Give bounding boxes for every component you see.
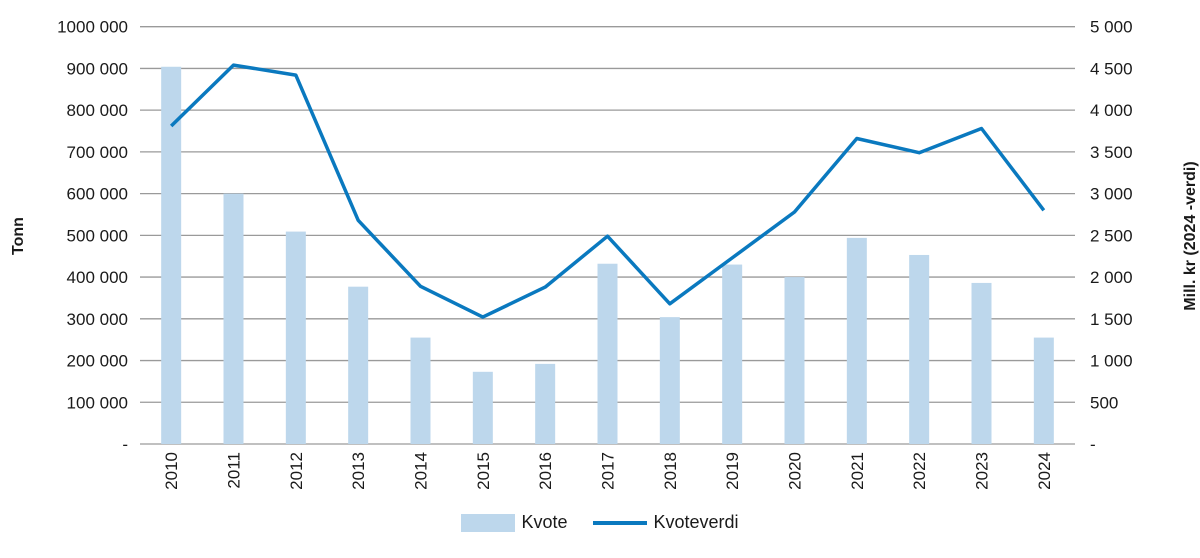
bar xyxy=(846,237,867,444)
right-tick-label: 4 500 xyxy=(1090,59,1133,78)
legend-bar-swatch xyxy=(461,513,516,532)
left-tick-label: 500 000 xyxy=(67,226,128,245)
legend-item-kvoteverdi: Kvoteverdi xyxy=(593,512,739,533)
x-tick-label: 2018 xyxy=(661,452,680,490)
bar xyxy=(535,363,556,444)
legend-label-kvote: Kvote xyxy=(521,512,568,532)
left-y-axis: - 100 000 200 000 300 000 400 000 500 000 600 … xyxy=(57,18,128,454)
left-tick-label: 100 000 xyxy=(67,393,128,412)
bar xyxy=(659,317,680,444)
x-tick-label: 2021 xyxy=(848,452,867,490)
x-tick-label: 2019 xyxy=(723,452,742,490)
x-tick-label: 2017 xyxy=(599,452,618,490)
bar xyxy=(472,371,493,444)
bar xyxy=(784,277,805,444)
legend-line-swatch xyxy=(593,520,648,525)
right-tick-label: 2 000 xyxy=(1090,268,1133,287)
right-tick-label: 5 000 xyxy=(1090,18,1133,37)
left-tick-label: 200 000 xyxy=(67,352,128,371)
right-tick-label: 3 500 xyxy=(1090,143,1133,162)
left-tick-label: 600 000 xyxy=(67,185,128,204)
bar xyxy=(410,337,431,444)
bar xyxy=(1033,337,1054,444)
bar xyxy=(223,193,244,444)
bar xyxy=(722,264,743,444)
right-tick-label: 1 500 xyxy=(1090,310,1133,329)
bar xyxy=(348,286,369,444)
x-tick-label: 2012 xyxy=(287,452,306,490)
right-y-axis: - 500 1 000 1 500 2 000 2 500 3 000 3 500 4 000 4… xyxy=(1090,18,1133,454)
legend-label-kvoteverdi: Kvoteverdi xyxy=(653,512,739,532)
x-tick-label: 2015 xyxy=(474,452,493,490)
right-tick-label: 2 500 xyxy=(1090,226,1133,245)
left-tick-label: 800 000 xyxy=(67,101,128,120)
x-tick-label: 2023 xyxy=(973,452,992,490)
left-axis-title: Tonn xyxy=(10,217,27,255)
x-tick-label: 2014 xyxy=(412,452,431,490)
left-tick-label: 1000 000 xyxy=(57,18,128,37)
bar xyxy=(285,231,306,444)
x-tick-label: 2013 xyxy=(349,452,368,490)
legend: Kvote Kvoteverdi xyxy=(0,512,1200,533)
left-tick-label: 700 000 xyxy=(67,143,128,162)
bar xyxy=(909,254,930,444)
left-tick-label: 900 000 xyxy=(67,59,128,78)
line-series-kvoteverdi xyxy=(169,63,1046,319)
x-tick-label: 2010 xyxy=(162,452,181,490)
legend-item-kvote: Kvote xyxy=(461,512,567,533)
right-axis-title: Mill. kr (2024 -verdi) xyxy=(1182,161,1199,310)
right-tick-label: 1 000 xyxy=(1090,352,1133,371)
x-tick-label: 2016 xyxy=(536,452,555,490)
right-tick-label: 3 000 xyxy=(1090,185,1133,204)
x-tick-label: 2011 xyxy=(225,452,244,489)
right-tick-label: 500 xyxy=(1090,393,1118,412)
x-tick-label: 2022 xyxy=(910,452,929,490)
bar xyxy=(971,282,992,444)
left-tick-label: 400 000 xyxy=(67,268,128,287)
x-tick-label: 2024 xyxy=(1035,452,1054,490)
x-tick-label: 2020 xyxy=(786,452,805,490)
left-tick-label: 300 000 xyxy=(67,310,128,329)
right-tick-label: 4 000 xyxy=(1090,101,1133,120)
bar xyxy=(161,66,182,444)
x-axis: 2010 2011 2012 2013 2014 2015 2016 2017 2018 2019… xyxy=(162,452,1054,490)
bar-series-kvote xyxy=(161,66,1054,444)
kvoteverdi-line xyxy=(169,63,1046,319)
right-tick-label: - xyxy=(1090,435,1096,454)
left-tick-label: - xyxy=(122,435,128,454)
bar xyxy=(597,263,618,444)
